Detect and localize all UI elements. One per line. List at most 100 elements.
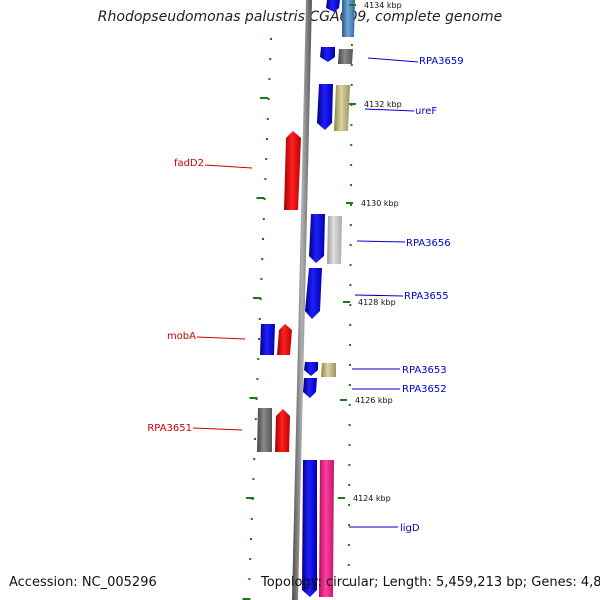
ruler-dot — [258, 338, 260, 340]
major-tick — [346, 202, 353, 204]
gene-label-fadd2[interactable]: fadD2 — [174, 158, 204, 169]
gene-arrow-rpa3659-blue — [320, 47, 335, 62]
ruler-dash — [253, 297, 261, 299]
gene-label-uref[interactable]: ureF — [415, 106, 437, 117]
ruler-dot — [348, 424, 351, 426]
tick-label: 4130 kbp — [361, 199, 399, 208]
gene-arrow-ligd-pink — [319, 460, 334, 597]
gene-arrow-top-blue — [326, 0, 340, 12]
ruler-dash — [256, 197, 265, 199]
ruler-dot — [348, 404, 351, 406]
gene-label-ligd[interactable]: ligD — [400, 523, 420, 534]
ruler-dot — [264, 178, 267, 180]
tick-label: 4134 kbp — [364, 1, 402, 10]
major-tick — [338, 497, 345, 499]
ruler-dot — [350, 64, 353, 66]
major-tick — [343, 301, 350, 303]
ruler-dot — [350, 124, 353, 126]
ruler-dot — [254, 438, 256, 440]
gene-arrow-top-steel — [342, 0, 355, 37]
ruler-dot — [348, 444, 351, 446]
feature-shapes — [257, 0, 355, 597]
ruler-dot — [349, 244, 352, 246]
tick-label: 4132 kbp — [364, 100, 402, 109]
ruler-dot — [252, 478, 255, 480]
gene-label-rpa3651[interactable]: RPA3651 — [147, 423, 192, 434]
ruler-dot — [265, 158, 268, 160]
ruler-dot — [350, 44, 353, 46]
ruler-dot — [267, 98, 270, 100]
map-title: Rhodopseudomonas palustris CGA009, compl… — [97, 9, 503, 25]
gene-label-group: RPA3659 ureF RPA3656 RPA3655 RPA3653 RPA3652 l… — [147, 56, 463, 534]
ruler-dot — [348, 384, 351, 386]
gene-label-connector — [367, 57, 419, 63]
ruler-dot — [350, 184, 353, 186]
gene-arrow-uref-blue — [317, 84, 333, 130]
gene-arrow-uref-khaki — [334, 85, 350, 131]
gene-label-connector — [204, 164, 253, 169]
ruler-dash — [249, 397, 258, 399]
ruler-dot — [347, 584, 350, 586]
ruler-dot — [347, 544, 350, 546]
gene-label-rpa3659[interactable]: RPA3659 — [419, 56, 464, 67]
gene-arrow-moba-blue — [260, 324, 275, 355]
ruler-dot — [348, 484, 351, 486]
ruler-dots — [242, 24, 353, 600]
ruler-dot — [348, 504, 351, 506]
gene-label-rpa3652[interactable]: RPA3652 — [402, 384, 447, 395]
gene-arrow-rpa3656-lightgray — [327, 216, 342, 264]
gene-arrow-rpa3651-gray — [257, 408, 272, 452]
gene-label-rpa3655[interactable]: RPA3655 — [404, 291, 449, 302]
gene-label-connector — [196, 336, 246, 340]
gene-label-moba[interactable]: mobA — [167, 331, 196, 342]
gene-label-connector — [354, 294, 404, 297]
ruler-dot — [249, 558, 252, 560]
ruler-dot — [258, 318, 261, 320]
ruler-dot — [261, 258, 264, 260]
major-tick — [349, 4, 356, 6]
gene-arrow-ligd-blue — [302, 460, 317, 597]
ruler-dot — [348, 524, 350, 526]
ruler-dot — [348, 364, 351, 366]
ruler-dot — [349, 284, 352, 286]
ruler-dot — [349, 304, 352, 306]
ruler-dot — [270, 38, 272, 40]
gene-label-rpa3653[interactable]: RPA3653 — [402, 365, 447, 376]
gene-arrow-fadd2 — [284, 131, 301, 210]
ruler-dot — [350, 144, 353, 146]
gene-label-rpa3656[interactable]: RPA3656 — [406, 238, 451, 249]
gene-arrow-rpa3655-blue — [305, 268, 322, 319]
ruler-dot — [348, 464, 351, 466]
gene-label-connector — [356, 240, 406, 243]
topology-summary-text: Topology: circular; Length: 5,459,213 bp… — [261, 575, 600, 590]
ruler-dot — [248, 578, 251, 580]
ruler-dot — [349, 324, 352, 326]
accession-text: Accession: NC_005296 — [9, 575, 157, 590]
ruler-dot — [266, 118, 269, 120]
major-tick — [340, 399, 347, 401]
ruler-dot — [349, 204, 352, 206]
ruler-dot — [257, 358, 260, 360]
ruler-dot — [253, 458, 256, 460]
ruler-dot — [349, 264, 352, 266]
ruler-dot — [263, 198, 266, 200]
gene-label-connector — [364, 108, 415, 112]
ruler-dot — [349, 344, 352, 346]
gene-arrow-rpa3659-gray — [338, 49, 353, 64]
ruler-dot — [350, 84, 353, 86]
gene-arrow-moba-red — [277, 324, 292, 355]
ruler-dot — [262, 238, 264, 240]
gene-arrow-rpa3651-red — [275, 409, 290, 452]
gene-arrow-rpa3653-blue — [304, 362, 318, 376]
gene-arrow-rpa3652-blue — [303, 378, 317, 398]
tick-label: 4128 kbp — [358, 298, 396, 307]
tick-group: 4134 kbp 4132 kbp 4130 kbp 4128 kbp 4126 kbp… — [338, 1, 402, 503]
ruler-dot — [250, 518, 253, 520]
ruler-dot — [250, 538, 252, 540]
major-tick — [349, 103, 356, 105]
genome-backbone — [292, 0, 312, 600]
ruler-dot — [260, 278, 263, 280]
gene-arrow-rpa3656-blue — [309, 214, 325, 263]
